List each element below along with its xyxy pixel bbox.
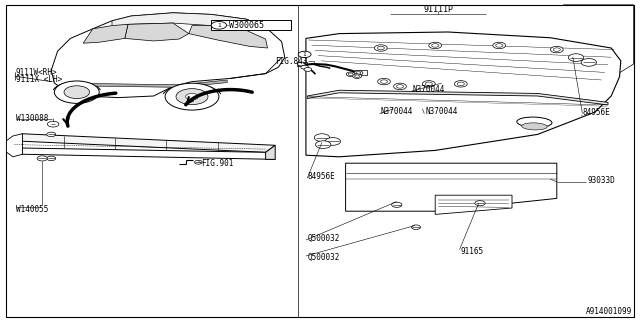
Polygon shape <box>125 23 189 41</box>
Circle shape <box>378 46 384 50</box>
Polygon shape <box>13 134 275 152</box>
Text: 84956E: 84956E <box>582 108 610 117</box>
Text: 91165: 91165 <box>461 247 484 256</box>
Polygon shape <box>112 13 266 30</box>
Circle shape <box>301 65 308 69</box>
Circle shape <box>298 51 311 58</box>
Text: Q500032: Q500032 <box>307 253 340 262</box>
Text: 1: 1 <box>217 23 221 28</box>
Circle shape <box>426 82 433 85</box>
Circle shape <box>493 42 506 49</box>
Circle shape <box>316 141 331 148</box>
Circle shape <box>325 138 340 145</box>
Circle shape <box>394 83 406 90</box>
Circle shape <box>195 160 202 164</box>
Text: N370044: N370044 <box>413 85 445 94</box>
Text: 93033D: 93033D <box>588 176 615 185</box>
Circle shape <box>412 225 420 229</box>
Bar <box>355 70 367 75</box>
Ellipse shape <box>522 123 547 130</box>
Polygon shape <box>266 145 275 159</box>
Circle shape <box>581 59 596 66</box>
Text: 1: 1 <box>303 52 307 57</box>
Text: W140055: W140055 <box>16 205 49 214</box>
Polygon shape <box>435 195 512 214</box>
Circle shape <box>432 44 439 47</box>
Ellipse shape <box>517 117 552 127</box>
Circle shape <box>429 42 442 49</box>
Polygon shape <box>51 13 285 98</box>
Circle shape <box>37 156 47 161</box>
Circle shape <box>356 72 361 74</box>
Circle shape <box>47 132 56 137</box>
Polygon shape <box>83 24 128 43</box>
Circle shape <box>314 134 330 141</box>
Circle shape <box>457 82 464 85</box>
Circle shape <box>553 48 561 51</box>
Text: FIG.901: FIG.901 <box>202 159 234 168</box>
Circle shape <box>47 121 59 127</box>
Polygon shape <box>13 148 275 159</box>
Circle shape <box>397 84 404 88</box>
Circle shape <box>380 80 388 83</box>
FancyBboxPatch shape <box>211 20 291 30</box>
Text: FIG.843: FIG.843 <box>275 57 307 66</box>
Polygon shape <box>6 134 22 157</box>
Circle shape <box>496 44 503 47</box>
Text: 84956E: 84956E <box>307 172 335 181</box>
Circle shape <box>392 202 402 207</box>
Bar <box>297 62 307 66</box>
Circle shape <box>475 201 485 206</box>
Circle shape <box>348 73 353 76</box>
Circle shape <box>64 86 90 99</box>
Polygon shape <box>189 26 268 48</box>
Polygon shape <box>306 32 621 157</box>
Circle shape <box>298 62 305 66</box>
Polygon shape <box>13 134 22 154</box>
Polygon shape <box>70 80 227 87</box>
Circle shape <box>176 89 208 105</box>
Circle shape <box>186 93 198 100</box>
Text: 9111X <LH>: 9111X <LH> <box>16 76 62 84</box>
Text: 9111W<RH>: 9111W<RH> <box>16 68 58 77</box>
Circle shape <box>54 81 99 103</box>
Circle shape <box>165 83 219 110</box>
Circle shape <box>47 156 56 161</box>
Text: Q500032: Q500032 <box>307 234 340 243</box>
Text: W300065: W300065 <box>229 21 264 30</box>
Circle shape <box>354 71 363 75</box>
Text: A914001099: A914001099 <box>586 307 632 316</box>
Circle shape <box>346 72 355 76</box>
Circle shape <box>211 21 227 29</box>
Circle shape <box>550 46 563 53</box>
Polygon shape <box>307 90 608 105</box>
Circle shape <box>355 75 360 77</box>
Circle shape <box>378 78 390 85</box>
Polygon shape <box>346 163 557 211</box>
Text: N370044: N370044 <box>426 108 458 116</box>
Text: N370044: N370044 <box>381 108 413 116</box>
Circle shape <box>422 81 435 87</box>
Text: 91111P: 91111P <box>424 5 453 14</box>
Circle shape <box>374 45 387 51</box>
Circle shape <box>304 68 312 71</box>
Circle shape <box>568 54 584 61</box>
Circle shape <box>353 74 362 78</box>
Circle shape <box>454 81 467 87</box>
Text: W130088: W130088 <box>16 114 49 123</box>
